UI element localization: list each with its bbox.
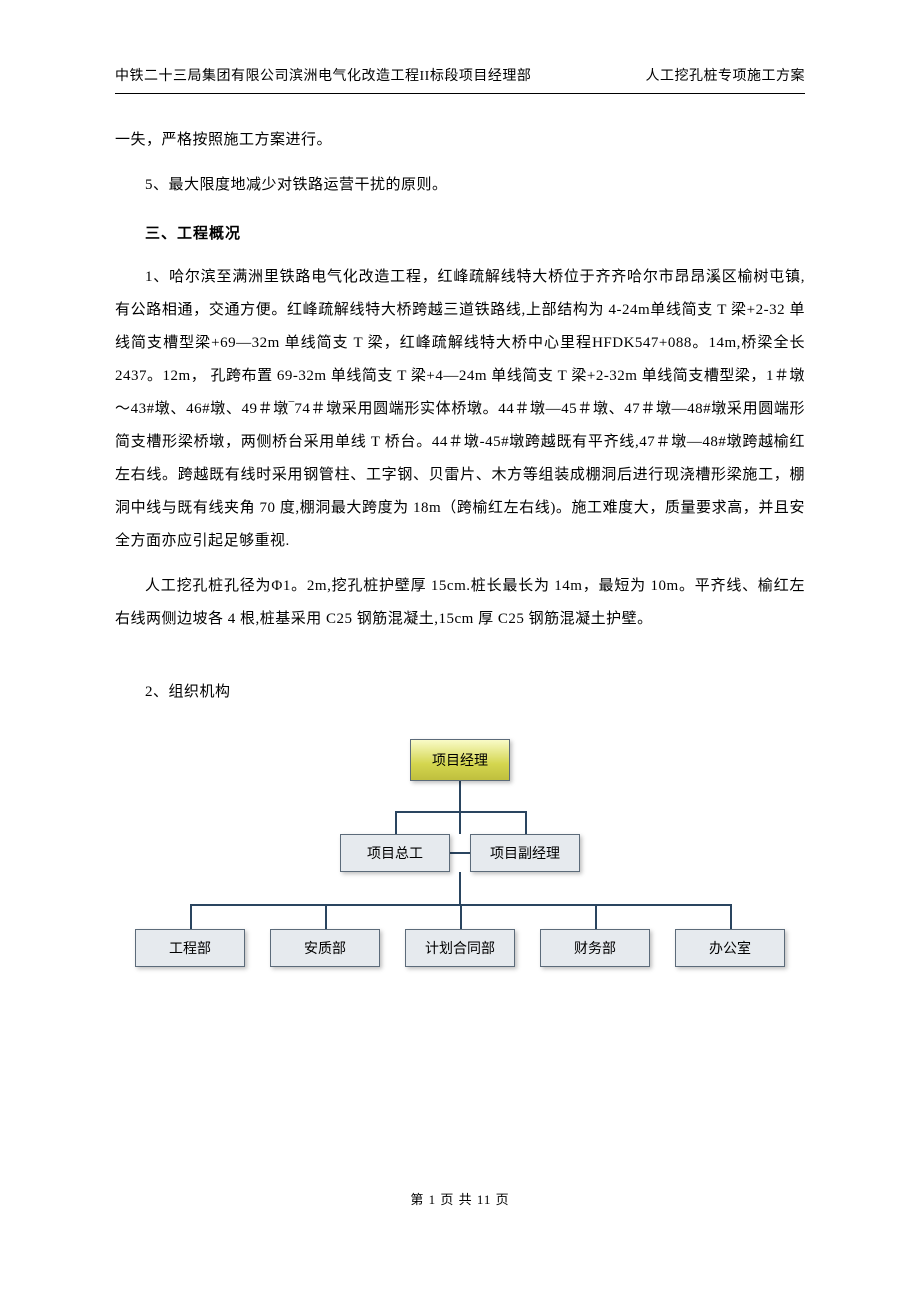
org-chart-connector	[459, 781, 461, 813]
paragraph-principle-5: 5、最大限度地减少对铁路运营干扰的原则。	[115, 169, 805, 202]
header-right-text: 人工挖孔桩专项施工方案	[646, 65, 806, 85]
organization-chart: 项目经理项目总工 项目副经理工程部 安质部 计划合同部 财务部 办公室	[150, 739, 770, 999]
page-footer: 第 1 页 共 11 页	[115, 1189, 805, 1208]
org-chart-connector	[460, 904, 462, 929]
org-chart-connector	[459, 811, 461, 834]
org-chart-connector	[190, 904, 192, 929]
org-chart-connector	[595, 904, 597, 929]
paragraph-continuation: 一失，严格按照施工方案进行。	[115, 124, 805, 157]
page-header: 中铁二十三局集团有限公司滨洲电气化改造工程II标段项目经理部 人工挖孔桩专项施工…	[115, 65, 805, 94]
org-chart-connector	[395, 811, 397, 834]
org-chart-node-d2: 安质部	[270, 929, 380, 967]
org-chart-connector	[395, 811, 525, 813]
document-page: 中铁二十三局集团有限公司滨洲电气化改造工程II标段项目经理部 人工挖孔桩专项施工…	[0, 0, 920, 1268]
section-3-title: 三、工程概况	[115, 222, 805, 243]
org-chart-node-d5: 办公室	[675, 929, 785, 967]
org-chart-connector	[730, 904, 732, 929]
org-chart-connector	[525, 811, 527, 834]
org-chart-node-d3: 计划合同部	[405, 929, 515, 967]
org-chart-node-label: 计划合同部	[425, 938, 495, 958]
org-chart-node-label: 财务部	[574, 938, 616, 958]
header-left-text: 中铁二十三局集团有限公司滨洲电气化改造工程II标段项目经理部	[115, 65, 531, 85]
org-chart-connector	[325, 904, 327, 929]
paragraph-pile-spec: 人工挖孔桩孔径为Φ1。2m,挖孔桩护壁厚 15cm.桩长最长为 14m，最短为 …	[115, 570, 805, 636]
paragraph-project-description: 1、哈尔滨至满洲里铁路电气化改造工程，红峰疏解线特大桥位于齐齐哈尔市昂昂溪区榆树…	[115, 261, 805, 558]
org-chart-node-label: 项目副经理	[490, 843, 560, 863]
org-chart-node-label: 安质部	[304, 938, 346, 958]
org-chart-node-dpm: 项目副经理	[470, 834, 580, 872]
org-chart-node-label: 办公室	[709, 938, 751, 958]
org-chart-connector	[450, 852, 470, 854]
org-chart-connector	[459, 872, 461, 904]
org-chart-node-d4: 财务部	[540, 929, 650, 967]
org-chart-node-label: 项目经理	[432, 750, 488, 770]
org-chart-node-label: 项目总工	[367, 843, 423, 863]
org-chart-node-pm: 项目经理	[410, 739, 510, 781]
paragraph-org-structure-title: 2、组织机构	[115, 676, 805, 709]
org-chart-node-ce: 项目总工	[340, 834, 450, 872]
org-chart-node-label: 工程部	[169, 938, 211, 958]
org-chart-node-d1: 工程部	[135, 929, 245, 967]
